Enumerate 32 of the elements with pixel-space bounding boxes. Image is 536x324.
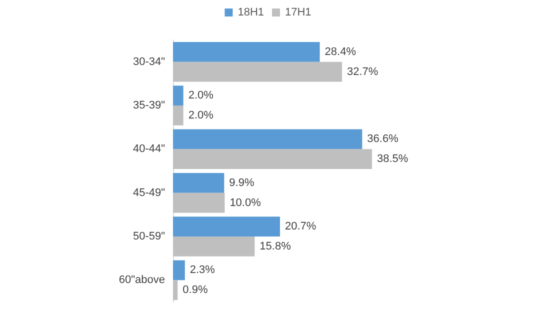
data-label: 0.9% xyxy=(182,284,208,296)
bar xyxy=(173,260,185,280)
bar xyxy=(173,129,362,150)
data-label: 28.4% xyxy=(324,46,356,58)
data-label: 15.8% xyxy=(260,240,292,252)
bar xyxy=(173,42,320,62)
data-label: 20.7% xyxy=(284,220,316,233)
bar xyxy=(173,192,225,213)
bar xyxy=(173,280,178,300)
data-label: 2.3% xyxy=(190,264,216,276)
data-label: 10.0% xyxy=(230,196,262,209)
data-label: 38.5% xyxy=(377,153,408,166)
y-tick-label: 35-39" xyxy=(132,100,166,112)
bar xyxy=(173,236,255,256)
data-label: 2.0% xyxy=(188,109,214,122)
data-label: 2.0% xyxy=(188,90,214,102)
data-label: 9.9% xyxy=(229,176,254,189)
bar xyxy=(173,86,184,106)
y-tick-label: 45-49" xyxy=(132,186,166,199)
bar xyxy=(173,172,224,193)
y-tick-label: 40-44" xyxy=(132,143,166,156)
data-label: 32.7% xyxy=(347,66,378,78)
y-tick-label: 30-34" xyxy=(132,56,166,68)
bar xyxy=(173,149,372,170)
bar xyxy=(173,106,184,126)
y-tick-label: 60"above xyxy=(118,274,165,286)
bar xyxy=(173,62,342,82)
legend-label: 18H1 xyxy=(238,6,264,18)
legend-label: 17H1 xyxy=(285,6,312,18)
data-label: 36.6% xyxy=(367,133,399,146)
y-tick-label: 50-59" xyxy=(132,230,166,242)
bar xyxy=(173,216,280,236)
